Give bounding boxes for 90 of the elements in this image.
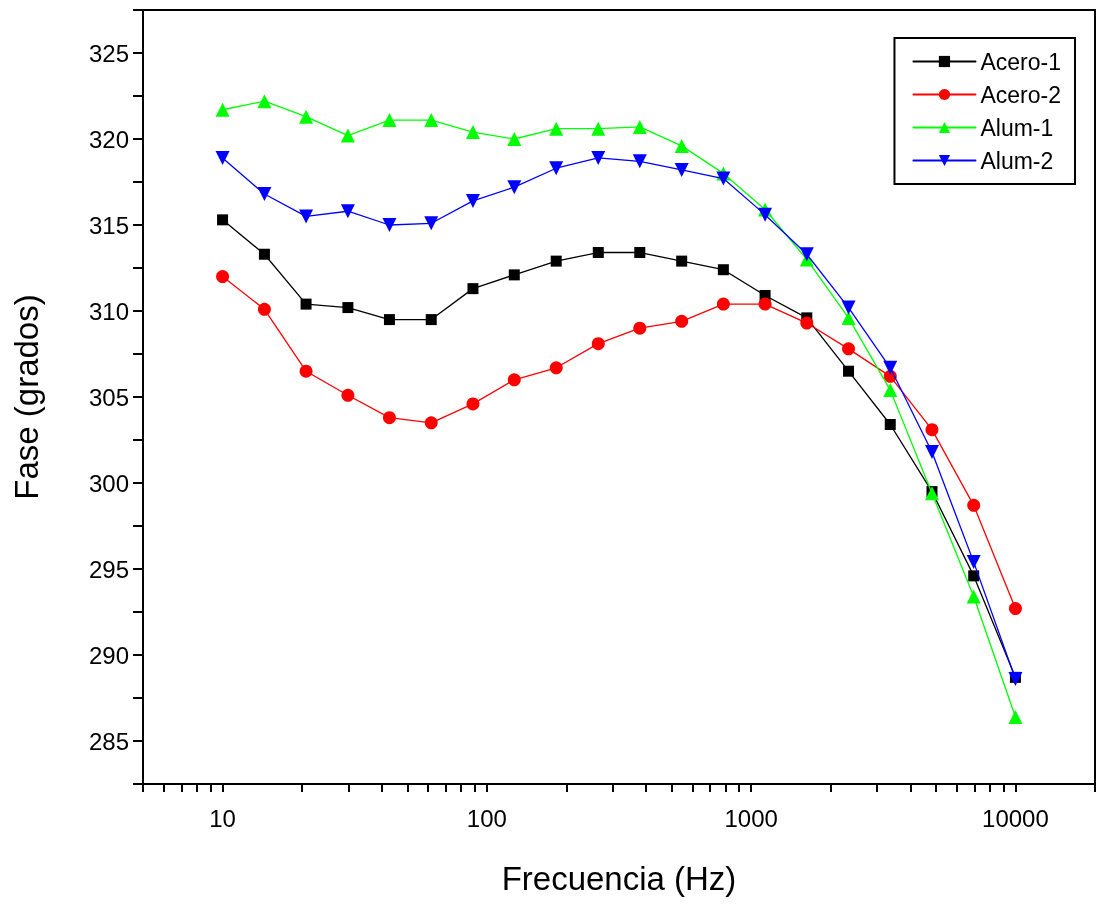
point: [674, 138, 689, 153]
point: [341, 388, 355, 402]
point: [257, 187, 272, 202]
point: [465, 193, 480, 208]
point: [299, 209, 314, 224]
point: [716, 171, 731, 186]
point: [549, 361, 563, 375]
point: [800, 316, 814, 330]
point: [884, 419, 896, 431]
point: [1008, 672, 1023, 687]
legend-label: Acero-1: [980, 48, 1062, 75]
point: [383, 314, 395, 326]
point: [675, 314, 689, 328]
point: [634, 247, 646, 259]
point: [550, 255, 562, 267]
point: [592, 247, 604, 259]
point: [968, 570, 980, 582]
y-tick-label: 315: [88, 211, 129, 239]
y-tick-label: 325: [88, 39, 129, 67]
y-tick-label: 295: [88, 555, 129, 583]
point: [507, 132, 522, 146]
point: [843, 365, 855, 377]
y-tick-label: 305: [88, 383, 129, 411]
point: [257, 94, 272, 109]
point: [258, 248, 270, 260]
point: [340, 204, 355, 219]
y-tick-label: 310: [88, 297, 129, 325]
point: [467, 283, 479, 295]
y-tick-label: 320: [88, 125, 129, 153]
point: [507, 180, 522, 195]
point: [842, 342, 856, 356]
point: [549, 161, 564, 176]
point: [215, 102, 230, 117]
point: [883, 360, 898, 375]
point: [1008, 709, 1023, 724]
point: [925, 423, 939, 437]
point: [591, 337, 605, 351]
point: [758, 297, 772, 311]
point: [549, 121, 564, 136]
point: [382, 411, 396, 425]
x-axis-title: Frecuencia (Hz): [501, 860, 737, 897]
point: [799, 247, 814, 262]
x-tick-label: 10: [209, 804, 236, 832]
point: [342, 302, 354, 314]
point: [966, 589, 981, 604]
point: [674, 162, 689, 177]
point: [967, 498, 981, 512]
point: [257, 302, 271, 316]
x-tick-label: 1000: [724, 804, 778, 832]
point: [425, 314, 437, 326]
point: [758, 207, 773, 222]
point: [591, 150, 606, 165]
point: [465, 125, 480, 140]
point: [632, 154, 647, 169]
point: [632, 119, 647, 134]
point: [841, 310, 856, 325]
point: [424, 416, 438, 430]
y-axis-title: Fase (grados): [8, 294, 45, 500]
point: [340, 128, 355, 143]
point: [216, 270, 230, 284]
point: [591, 121, 606, 136]
x-tick-label: 10000: [982, 804, 1049, 832]
legend-label: Alum-1: [980, 114, 1054, 141]
point: [299, 364, 313, 378]
point: [424, 216, 439, 231]
point: [676, 255, 688, 267]
point: [1008, 602, 1022, 616]
point: [507, 373, 521, 387]
y-tick-label: 300: [88, 469, 129, 497]
point: [966, 555, 981, 570]
point: [716, 297, 730, 311]
point: [299, 109, 314, 124]
point: [883, 383, 898, 398]
point: [217, 214, 229, 226]
point: [382, 218, 397, 232]
point: [215, 150, 230, 165]
legend-label: Alum-2: [980, 147, 1054, 174]
y-tick-label: 290: [88, 641, 129, 669]
point: [924, 445, 939, 460]
point: [300, 298, 312, 310]
point: [382, 113, 397, 128]
point: [466, 397, 480, 411]
y-tick-label: 285: [88, 727, 129, 755]
x-tick-label: 100: [466, 804, 507, 832]
point: [633, 321, 647, 335]
point: [508, 269, 520, 281]
legend-label: Acero-2: [980, 81, 1062, 108]
point: [841, 300, 856, 315]
point: [424, 113, 439, 128]
point: [717, 264, 729, 276]
